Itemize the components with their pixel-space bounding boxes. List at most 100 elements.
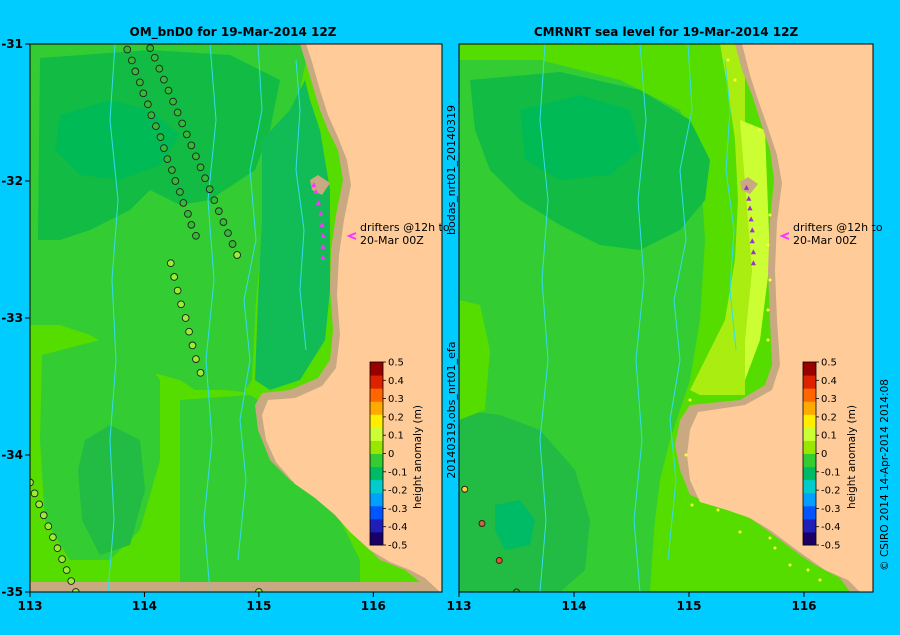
along-track-point bbox=[49, 533, 57, 542]
along-track-point bbox=[128, 56, 136, 65]
right-annotation-line2: 20-Mar 00Z bbox=[793, 234, 857, 247]
x-tick-label: 115 bbox=[676, 599, 701, 613]
along-track-point bbox=[219, 218, 228, 226]
along-track-point bbox=[62, 566, 71, 574]
right-along-track-points bbox=[461, 485, 520, 592]
along-track-point bbox=[176, 188, 184, 196]
y-tick-label: -33 bbox=[1, 311, 23, 325]
along-track-point bbox=[44, 522, 53, 531]
colorbar-tick-label: -0.2 bbox=[388, 486, 408, 497]
colorbar-tick-label: -0.4 bbox=[821, 522, 841, 533]
left-field-low-core bbox=[55, 100, 180, 180]
left-contours bbox=[107, 44, 307, 592]
x-tick-label: 115 bbox=[246, 599, 271, 613]
left-colorbar-label: height anomaly (m) bbox=[412, 405, 424, 509]
drifter-marker bbox=[311, 182, 317, 188]
left-field-south-low bbox=[78, 425, 145, 555]
along-track-point bbox=[146, 44, 155, 52]
right-field-low-core bbox=[520, 95, 640, 180]
left-field-north-strip bbox=[30, 44, 442, 50]
drifter-marker bbox=[748, 216, 754, 222]
obs-dot bbox=[738, 530, 742, 534]
colorbar-swatch bbox=[370, 427, 383, 441]
colorbar-swatch bbox=[803, 505, 816, 520]
right-contour-2 bbox=[633, 44, 647, 592]
right-contours bbox=[539, 44, 737, 592]
left-contour-1 bbox=[107, 44, 119, 592]
right-land bbox=[687, 44, 873, 592]
along-track-point bbox=[150, 53, 159, 62]
drifter-marker bbox=[749, 227, 755, 233]
obs-dot bbox=[726, 58, 730, 62]
colorbar-swatch bbox=[803, 466, 816, 481]
colorbar-swatch bbox=[803, 453, 816, 468]
along-track-point bbox=[495, 557, 503, 564]
drifter-marker bbox=[313, 188, 319, 194]
along-track-point bbox=[210, 196, 219, 205]
along-track-point bbox=[233, 251, 241, 259]
colorbar-swatch bbox=[370, 492, 383, 507]
right-plot-frame bbox=[458, 43, 874, 593]
right-colorbar: 0.5 0.4 0.3 0.2 0.1 0 -0.1 -0.2 -0.3 -0.4 -0.5 bbox=[802, 358, 841, 552]
colorbar-tick-label: 0.4 bbox=[821, 376, 837, 387]
along-track-point bbox=[205, 185, 214, 194]
obs-dot bbox=[688, 398, 692, 402]
colorbar-tick-label: 0.5 bbox=[388, 358, 404, 369]
obs-dot bbox=[758, 128, 762, 132]
along-track-point bbox=[214, 207, 223, 215]
colorbar-tick-label: 0.5 bbox=[821, 358, 837, 369]
left-contour-4 bbox=[295, 59, 307, 351]
colorbar-tick-label: -0.1 bbox=[388, 467, 408, 478]
colorbar-swatch bbox=[370, 453, 383, 468]
left-shelf-south bbox=[30, 582, 442, 592]
left-drifter-arrow bbox=[346, 232, 357, 240]
x-tick-label: 114 bbox=[561, 599, 586, 613]
right-obs-dots bbox=[684, 58, 822, 582]
colorbar-swatch bbox=[803, 531, 816, 546]
middle-run-label: bodas_nrt01_20140319 bbox=[445, 105, 458, 235]
colorbar-swatch bbox=[803, 427, 816, 441]
along-track-point bbox=[53, 544, 62, 553]
colorbar-tick-label: 0.3 bbox=[821, 394, 837, 405]
along-track-point bbox=[182, 130, 191, 139]
along-track-point bbox=[185, 327, 193, 336]
right-field-south-core bbox=[495, 500, 535, 550]
colorbar-swatch bbox=[803, 440, 816, 454]
left-along-track-points bbox=[30, 44, 263, 592]
y-tick-label: -32 bbox=[1, 174, 23, 188]
drifter-marker bbox=[750, 260, 756, 266]
colorbar-swatch bbox=[803, 518, 816, 533]
colorbar-swatch bbox=[370, 531, 383, 546]
obs-dot bbox=[766, 308, 770, 312]
right-drifter-arrow bbox=[779, 232, 790, 240]
obs-dot bbox=[733, 78, 737, 82]
along-track-point bbox=[144, 100, 152, 109]
y-tick-label: -31 bbox=[1, 37, 23, 51]
colorbar-tick-label: -0.5 bbox=[388, 541, 408, 552]
along-track-point bbox=[152, 122, 160, 131]
left-map-area bbox=[30, 44, 442, 592]
obs-dot bbox=[766, 338, 770, 342]
left-x-axis: 113 114 115 116 bbox=[17, 592, 386, 613]
along-track-point bbox=[155, 64, 164, 73]
right-annotation-line1: drifters @12h to bbox=[793, 221, 883, 234]
drifter-marker bbox=[743, 184, 750, 190]
along-track-point bbox=[39, 511, 48, 520]
right-colorbar-label: height anomaly (m) bbox=[846, 405, 858, 509]
colorbar-swatch bbox=[370, 414, 383, 428]
along-track-point bbox=[179, 199, 188, 207]
along-track-point bbox=[184, 210, 192, 218]
drifter-marker bbox=[320, 254, 326, 260]
y-tick-label: -34 bbox=[1, 448, 23, 462]
obs-dot bbox=[788, 563, 792, 567]
colorbar-tick-label: 0.3 bbox=[388, 394, 404, 405]
obs-dot bbox=[806, 568, 810, 572]
colorbar-swatch bbox=[803, 479, 816, 494]
x-tick-label: 116 bbox=[791, 599, 816, 613]
along-track-point bbox=[228, 240, 237, 248]
along-track-point bbox=[201, 174, 209, 183]
along-track-point bbox=[478, 520, 486, 527]
along-track-point bbox=[170, 273, 179, 281]
colorbar-swatch bbox=[370, 479, 383, 494]
along-track-point bbox=[139, 89, 148, 98]
